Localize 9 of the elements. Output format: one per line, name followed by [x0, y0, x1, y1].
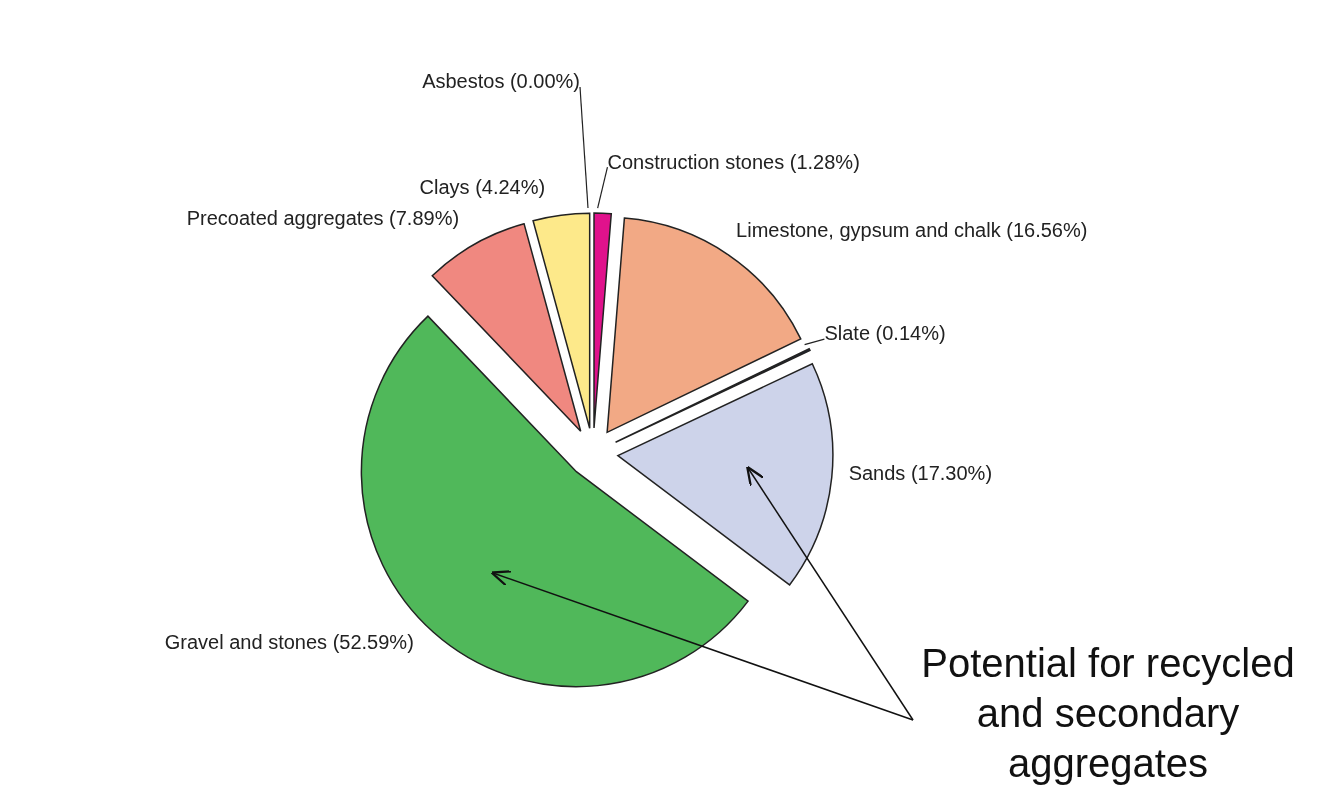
- slice-label: Sands (17.30%): [848, 462, 993, 485]
- text: Potential for recycled and secondary aggregates: [920, 640, 1296, 787]
- slice-label: Precoated aggregates (7.89%): [186, 207, 460, 230]
- category-label: Asbestos (0.00%): [422, 70, 580, 93]
- slice-label: Construction stones (1.28%): [607, 150, 860, 173]
- slice-label: Gravel and stones (52.59%): [164, 630, 414, 653]
- slice-label: Slate (0.14%): [824, 322, 946, 345]
- slice-label: Limestone, gypsum and chalk (16.56%): [736, 219, 1088, 242]
- slice-label: Clays (4.24%): [419, 175, 546, 198]
